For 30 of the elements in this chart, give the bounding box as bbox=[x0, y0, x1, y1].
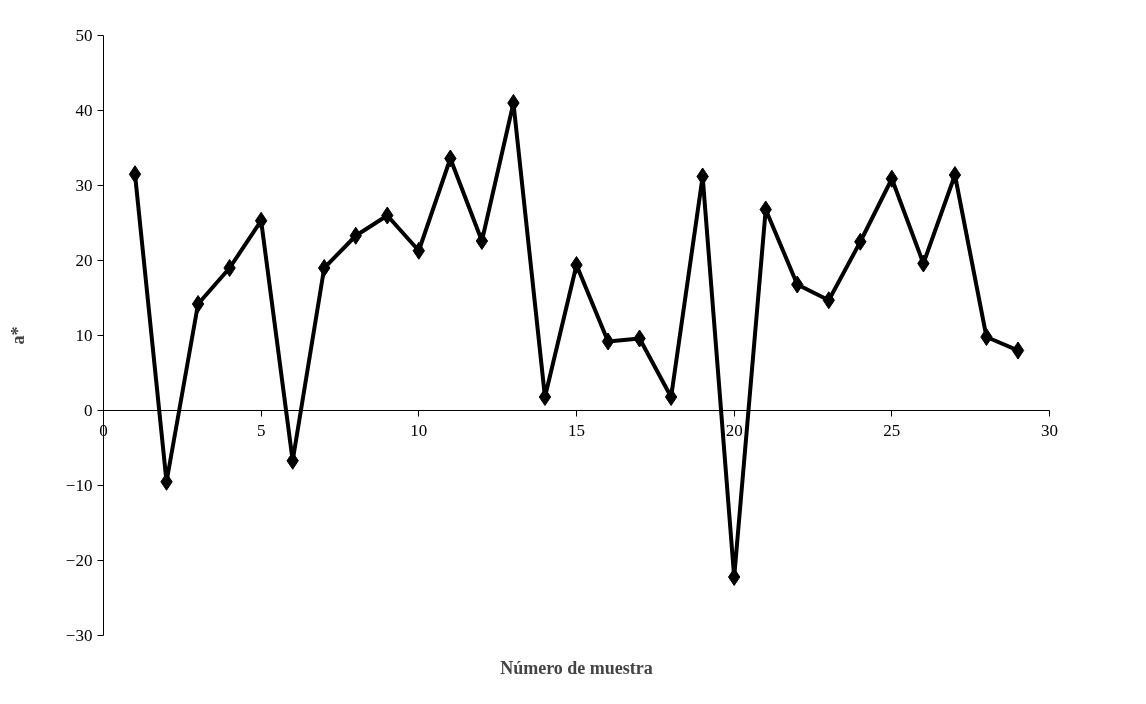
point bbox=[1011, 341, 1025, 360]
point bbox=[601, 332, 615, 351]
point bbox=[570, 256, 583, 274]
y-tick-label: 30 bbox=[75, 176, 93, 195]
y-tick-label: 0 bbox=[83, 401, 93, 420]
y-axis-title: a* bbox=[7, 326, 28, 345]
point bbox=[475, 232, 489, 250]
y-tick-label: 50 bbox=[75, 26, 93, 45]
x-tick-label: 25 bbox=[883, 420, 901, 440]
point bbox=[980, 328, 993, 346]
point bbox=[254, 211, 268, 230]
point bbox=[318, 259, 331, 277]
point bbox=[128, 165, 142, 184]
y-tick-label: 40 bbox=[75, 101, 93, 120]
point bbox=[664, 388, 678, 406]
x-tick-label: 20 bbox=[725, 420, 743, 440]
point bbox=[885, 169, 899, 188]
y-tick-label: −20 bbox=[65, 551, 93, 570]
y-tick-label: 20 bbox=[75, 251, 93, 270]
x-tick-label: 10 bbox=[410, 420, 428, 440]
x-tick-label: 30 bbox=[1041, 420, 1059, 440]
point bbox=[223, 259, 236, 277]
y-tick-label: −10 bbox=[65, 476, 93, 495]
x-axis-title: Número de muestra bbox=[500, 657, 653, 678]
point bbox=[948, 166, 962, 184]
y-tick-label: 10 bbox=[75, 326, 93, 345]
x-tick-label: 5 bbox=[256, 420, 266, 440]
point bbox=[191, 295, 205, 313]
x-tick-label: 15 bbox=[568, 420, 585, 440]
y-tick-label: −30 bbox=[65, 626, 93, 645]
